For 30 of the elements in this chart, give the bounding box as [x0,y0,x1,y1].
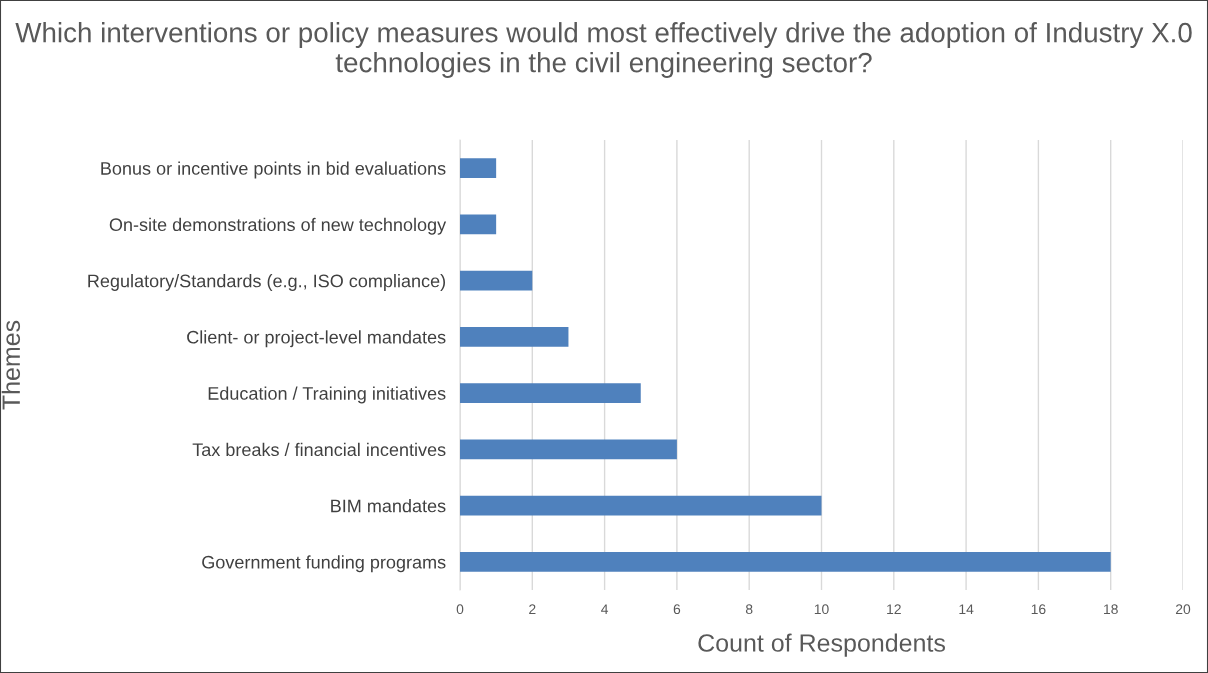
x-tick-label: 14 [959,604,974,614]
x-tick-label: 16 [1031,604,1046,615]
bar [460,327,569,347]
bar [460,383,641,403]
y-tick-label: BIM mandates [331,499,446,513]
y-tick-label: Education / Training initiatives [208,386,446,404]
x-tick-label: 10 [814,604,829,615]
x-tick-label: 12 [887,604,901,614]
bar [460,270,533,291]
y-tick-label: On-site demonstrations of new technology [109,217,447,235]
y-tick-label: Government funding programs [202,555,446,573]
y-tick-label: Regulatory/Standards (e.g., ISO compliance) [88,274,446,291]
y-tick-label: Client- or project-level mandates [187,330,446,348]
y-tick-label: Tax breaks / financial incentives [192,442,446,457]
bar [460,158,497,178]
chart-title: Which interventions or policy measures would most effectively drive the adoption of Industry X.0 technologies in the civil engineering sector? [15,22,1192,78]
x-tick-label: 18 [1104,604,1118,615]
bar [460,214,497,235]
x-tick-label: 2 [529,604,536,614]
x-tick-label: 8 [745,604,753,615]
x-tick-label: 6 [673,604,681,615]
x-axis-title: Count of Respondents [698,633,945,657]
x-tick-label: 20 [1175,604,1191,615]
x-tick-label: 0 [456,604,464,615]
x-tick-label: 4 [601,604,609,614]
y-axis-title: Themes [1,320,21,410]
y-tick-label: Bonus or incentive points in bid evaluations [101,161,446,179]
bar [460,495,822,516]
bar [460,439,677,460]
bar [460,552,1111,572]
